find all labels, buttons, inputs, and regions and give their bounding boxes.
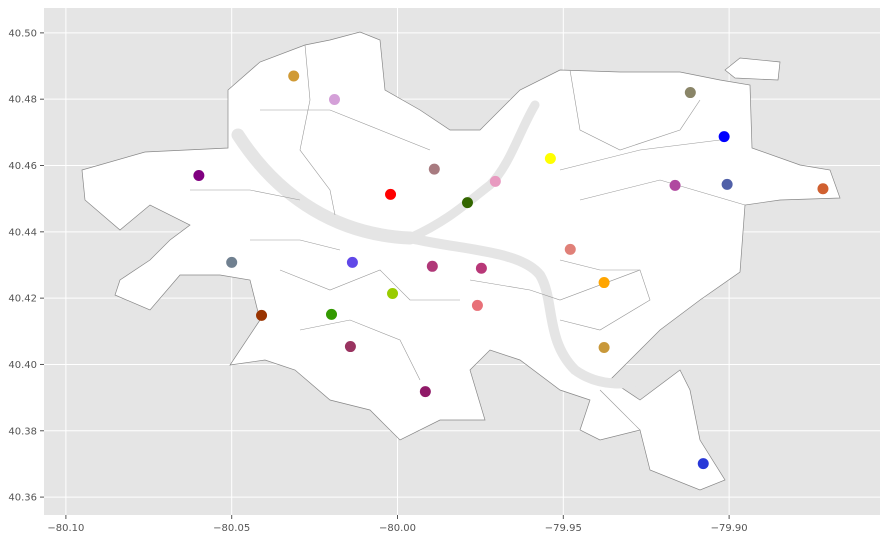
- data-point-11: [721, 178, 733, 190]
- x-axis: −80.10 −80.05 −80.00 −79.95 −79.90: [47, 515, 748, 534]
- data-point-12: [817, 183, 829, 195]
- city-boundary: [81, 31, 841, 491]
- data-point-25: [419, 386, 431, 398]
- y-tick-label: 40.50: [8, 28, 37, 39]
- allegheny-river: [405, 100, 540, 243]
- data-point-1: [328, 94, 340, 106]
- data-point-16: [475, 262, 487, 274]
- data-point-18: [598, 277, 610, 289]
- data-point-14: [346, 256, 358, 268]
- data-point-24: [598, 342, 610, 354]
- northeast-island: [724, 57, 781, 81]
- x-tick-label: −79.90: [711, 523, 748, 534]
- data-point-4: [428, 163, 440, 175]
- data-point-13: [226, 256, 238, 268]
- data-point-0: [288, 70, 300, 82]
- data-point-26: [697, 458, 709, 470]
- ohio-river: [231, 128, 417, 245]
- data-point-21: [326, 308, 338, 320]
- data-point-3: [385, 188, 397, 200]
- data-point-15: [426, 260, 438, 272]
- data-point-17: [564, 243, 576, 255]
- x-tick-label: −79.95: [545, 523, 582, 534]
- data-point-20: [256, 309, 268, 321]
- y-axis: 40.36 40.38 40.40 40.42 40.44 40.46 40.48 40.50: [8, 28, 44, 504]
- rivers: [231, 100, 655, 389]
- data-point-5: [461, 197, 473, 209]
- data-point-7: [544, 153, 556, 165]
- y-tick-label: 40.48: [8, 95, 37, 106]
- data-point-10: [669, 179, 681, 191]
- y-tick-label: 40.40: [8, 360, 37, 371]
- y-tick-label: 40.36: [8, 493, 37, 504]
- y-tick-label: 40.46: [8, 161, 37, 172]
- x-tick-label: −80.10: [47, 523, 84, 534]
- data-points: [193, 70, 829, 470]
- monongahela-river: [405, 233, 655, 389]
- data-point-6: [489, 175, 501, 187]
- data-point-19: [387, 287, 399, 299]
- y-tick-label: 40.42: [8, 294, 37, 305]
- x-tick-label: −80.05: [213, 523, 250, 534]
- data-point-22: [471, 299, 483, 311]
- x-tick-label: −80.00: [379, 523, 416, 534]
- data-point-9: [718, 131, 730, 143]
- data-point-23: [344, 341, 356, 353]
- data-point-2: [193, 169, 205, 181]
- data-point-8: [684, 87, 696, 99]
- y-tick-label: 40.44: [8, 227, 37, 238]
- y-tick-label: 40.38: [8, 426, 37, 437]
- city-map: [81, 31, 841, 491]
